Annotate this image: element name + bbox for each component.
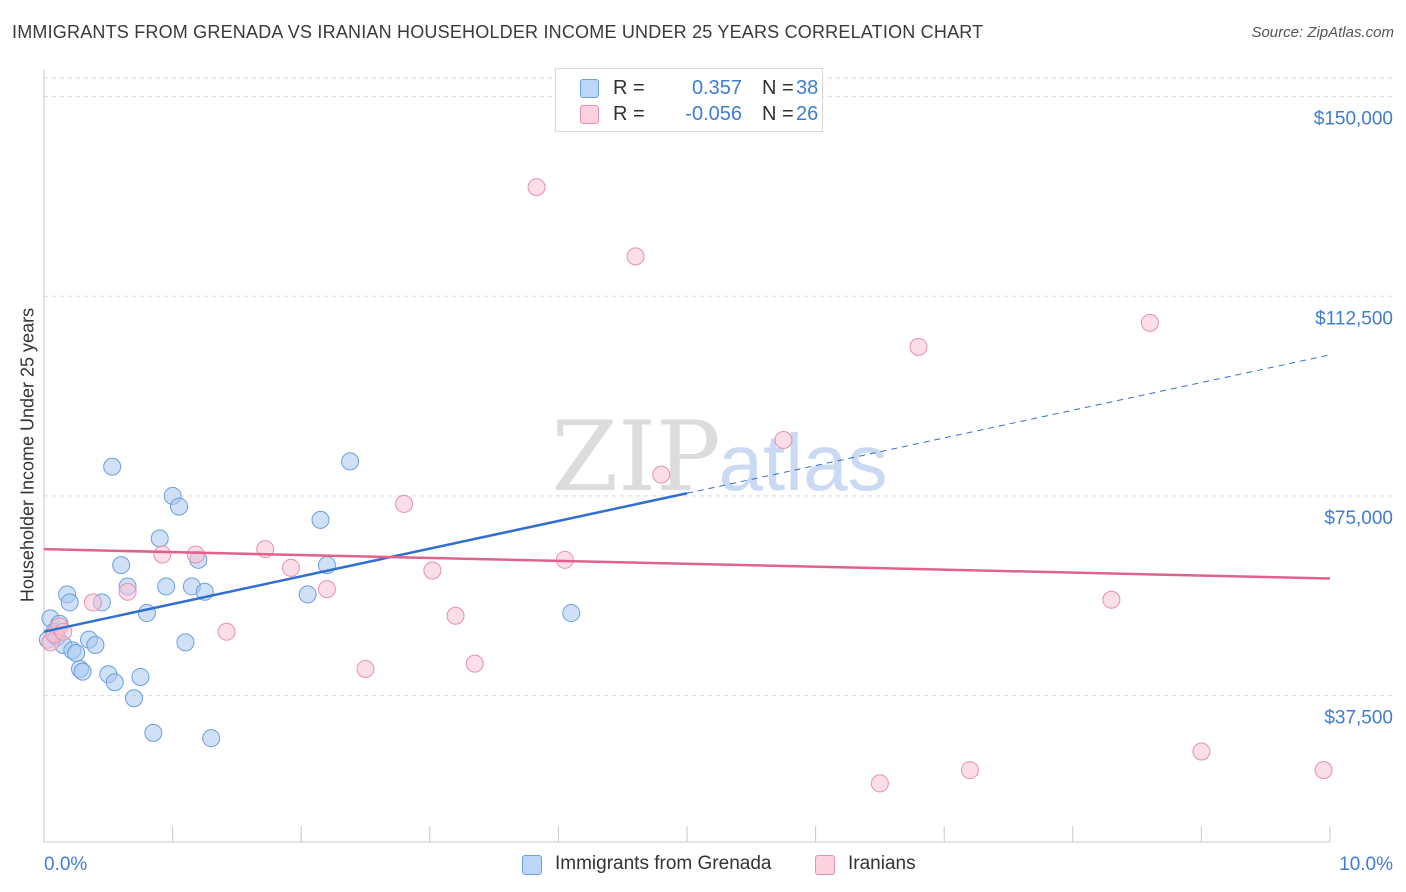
- grenada-point: [202, 729, 221, 748]
- grenada-point: [73, 662, 92, 681]
- x-tick-label: 10.0%: [1339, 854, 1393, 875]
- source-label: Source: ZipAtlas.com: [1251, 24, 1394, 41]
- iranians-point: [1314, 761, 1333, 780]
- iranians-point: [356, 659, 375, 678]
- iranians-point: [153, 545, 172, 564]
- legend-n-value: 26: [796, 103, 819, 125]
- grenada-point: [311, 510, 330, 529]
- iranians-point: [317, 580, 336, 599]
- iranians-point: [960, 761, 979, 780]
- grenada-point: [60, 593, 79, 612]
- grenada-point: [144, 723, 163, 742]
- grenada-point: [125, 689, 144, 708]
- iranians-point: [281, 558, 300, 577]
- iranians-point: [652, 465, 671, 484]
- grenada-point: [150, 529, 169, 548]
- grenada-point: [170, 497, 189, 516]
- legend-swatch-grenada: [580, 79, 599, 98]
- grenada-point: [341, 452, 360, 471]
- legend-r-label: R =: [613, 77, 645, 99]
- grenada-point: [176, 633, 195, 652]
- iranians-point: [186, 545, 205, 564]
- grenada-point: [112, 556, 131, 575]
- iranians-point: [423, 561, 442, 580]
- legend-n-label: N =: [762, 103, 794, 125]
- iranians-point: [1192, 742, 1211, 761]
- y-axis-label: Householder Income Under 25 years: [17, 307, 38, 603]
- bottom-legend-label-grenada: Immigrants from Grenada: [555, 853, 772, 874]
- iranians-point: [1140, 313, 1159, 332]
- bottom-legend-swatch-iranians: [815, 855, 835, 875]
- iranians-point: [118, 582, 137, 601]
- iranians-trend-line: [43, 547, 1331, 580]
- grenada-point: [86, 636, 105, 655]
- iranians-point: [870, 774, 889, 793]
- y-tick-label: $37,500: [1324, 708, 1393, 729]
- y-tick-label: $75,000: [1324, 508, 1393, 529]
- watermark-zip: ZIP: [551, 401, 720, 513]
- iranians-point: [395, 494, 414, 513]
- x-tick-label: 0.0%: [44, 854, 87, 875]
- grenada-point: [105, 673, 124, 692]
- chart-title: IMMIGRANTS FROM GRENADA VS IRANIAN HOUSE…: [12, 22, 984, 42]
- iranians-point: [1102, 590, 1121, 609]
- iranians-point: [465, 654, 484, 673]
- grenada-point: [103, 457, 122, 476]
- iranians-point: [217, 622, 236, 641]
- grenada-trend-line: [43, 492, 688, 633]
- legend-r-value: -0.056: [685, 103, 742, 125]
- legend-swatch-iranians: [580, 105, 599, 124]
- y-tick-label: $150,000: [1314, 109, 1393, 130]
- legend-r-value: 0.357: [691, 77, 742, 99]
- y-tick-label: $112,500: [1315, 308, 1393, 329]
- grenada-point: [562, 604, 581, 623]
- bottom-legend-swatch-grenada: [522, 855, 542, 875]
- watermark-atlas: atlas: [719, 418, 888, 507]
- iranians-point: [626, 247, 645, 266]
- grenada-point: [157, 577, 176, 596]
- correlation-legend: R = 0.357 N = 38 R = -0.056 N = 26: [555, 68, 823, 132]
- grenada-point: [67, 643, 86, 662]
- iranians-point: [909, 337, 928, 356]
- grenada-point: [131, 667, 150, 686]
- iranians-point: [446, 606, 465, 625]
- legend-n-label: N =: [762, 77, 794, 99]
- iranians-point: [774, 431, 793, 450]
- iranians-point: [83, 593, 102, 612]
- legend-r-label: R =: [613, 103, 645, 125]
- iranians-point: [527, 178, 546, 197]
- grenada-point: [298, 585, 317, 604]
- bottom-legend-label-iranians: Iranians: [848, 853, 916, 874]
- legend-n-value: 38: [796, 77, 819, 99]
